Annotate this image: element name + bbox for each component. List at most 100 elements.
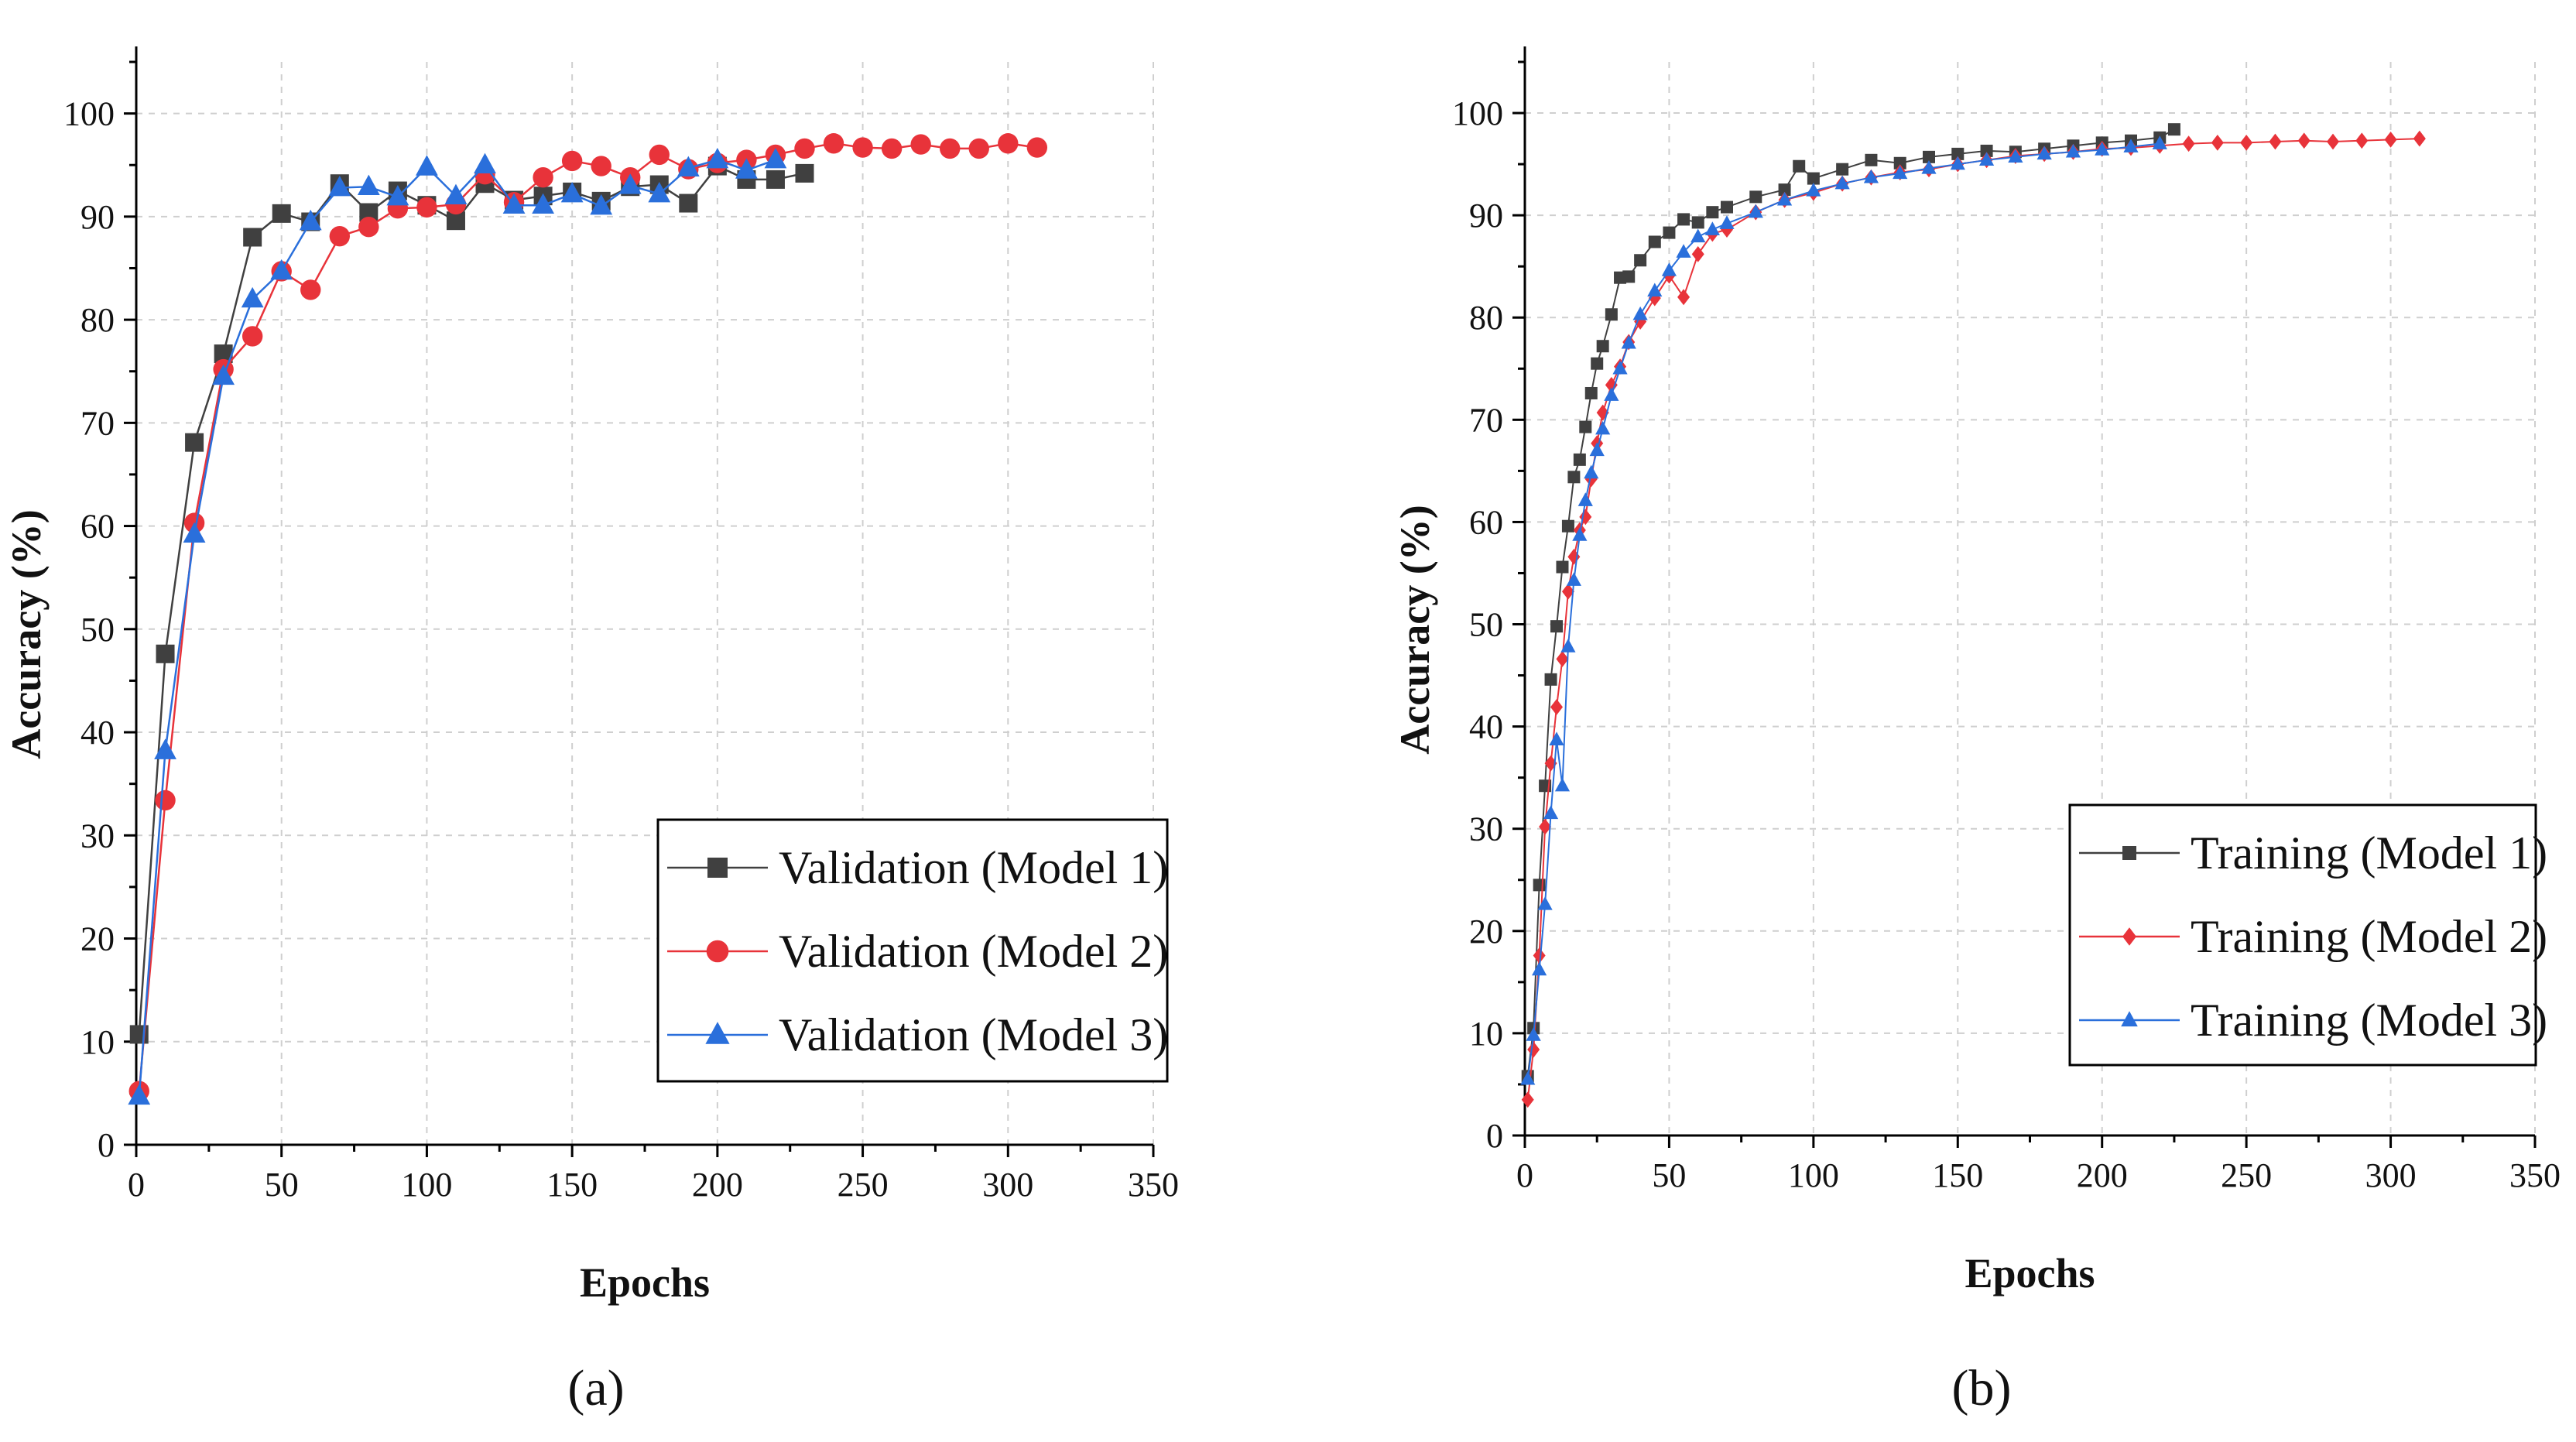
y-tick-label: 30 <box>80 817 115 855</box>
x-tick-label: 350 <box>1128 1166 1179 1204</box>
data-point <box>1544 673 1557 686</box>
legend-entry-label: Validation (Model 1) <box>779 842 1168 893</box>
y-tick-label: 50 <box>1469 606 1503 644</box>
y-tick-label: 90 <box>80 198 115 236</box>
data-point <box>1663 226 1676 239</box>
data-point <box>328 175 351 197</box>
data-point <box>185 433 204 452</box>
data-point <box>533 167 553 188</box>
data-point <box>532 193 554 214</box>
data-point <box>1834 175 1850 190</box>
data-point <box>446 211 465 231</box>
legend-entry-label: Validation (Model 2) <box>779 926 1168 977</box>
panel-b-training-chart: 0 50 100 150 200 250 300 350 0 10 20 30 40 50 60 70 80 90… <box>1392 46 2561 1296</box>
y-tick-label: 70 <box>80 404 115 442</box>
data-point <box>1554 777 1571 792</box>
data-point <box>1577 492 1593 506</box>
data-point <box>561 150 583 172</box>
x-tick-label: 100 <box>1788 1156 1839 1194</box>
data-point <box>735 158 758 179</box>
data-point <box>1556 560 1569 574</box>
y-tick-label: 10 <box>80 1023 115 1061</box>
data-point <box>1543 805 1559 820</box>
y-tick-label: 20 <box>80 920 115 958</box>
data-point <box>1521 1091 1534 1108</box>
y-tick-label: 10 <box>1469 1015 1503 1053</box>
data-point <box>881 138 903 159</box>
x-tick-label: 250 <box>838 1166 889 1204</box>
data-point <box>1677 213 1690 226</box>
data-point <box>1676 244 1691 258</box>
x-tick-label: 250 <box>2221 1156 2272 1194</box>
data-point <box>1537 896 1553 910</box>
data-point <box>474 152 496 174</box>
y-tick-label: 0 <box>98 1126 115 1164</box>
data-point <box>591 156 611 176</box>
data-point <box>1690 228 1706 243</box>
data-point <box>2297 132 2311 149</box>
data-point <box>1567 471 1581 484</box>
data-point <box>679 194 698 213</box>
data-point <box>2065 143 2081 158</box>
data-point <box>299 209 322 231</box>
data-point <box>1584 386 1598 399</box>
data-point <box>1951 147 1965 160</box>
data-point <box>2036 146 2052 160</box>
x-tick-label: 200 <box>2077 1156 2128 1194</box>
data-point <box>940 138 961 159</box>
y-tick-label: 40 <box>1469 708 1503 746</box>
data-point <box>1721 200 1733 214</box>
data-point <box>648 181 671 203</box>
data-point <box>649 144 670 166</box>
data-point <box>1520 1070 1536 1085</box>
data-point <box>156 644 175 663</box>
data-point <box>1532 961 1547 976</box>
data-point <box>1863 169 1879 183</box>
data-point <box>1605 308 1618 321</box>
panel-a-series-3 <box>128 147 787 1105</box>
legend-entry-label: Training (Model 3) <box>2191 995 2547 1046</box>
data-point <box>2211 134 2224 151</box>
data-point <box>212 364 235 385</box>
panel-a-validation-chart: 0 50 100 150 200 250 300 350 0 10 20 30 40 50 60 70 80 90… <box>3 46 1179 1306</box>
data-point <box>795 163 814 183</box>
data-point <box>1561 519 1574 533</box>
data-point <box>852 137 873 158</box>
data-point <box>155 790 176 811</box>
legend-swatch-marker <box>2121 1011 2138 1027</box>
data-point <box>706 147 729 169</box>
data-point <box>1980 144 1993 157</box>
data-point <box>416 197 437 218</box>
data-point <box>1533 947 1546 964</box>
data-point <box>2123 139 2139 152</box>
legend-swatch-marker <box>706 940 729 963</box>
panel-b-legend: Training (Model 1) Training (Model 2) Trai… <box>2068 803 2547 1067</box>
panel-b-x-axis-title: Epochs <box>1965 1250 2095 1296</box>
legend-swatch-marker <box>2122 846 2136 860</box>
data-point <box>1950 156 1965 170</box>
y-tick-label: 70 <box>1469 401 1503 439</box>
data-point <box>241 286 264 308</box>
data-point <box>1550 699 1564 715</box>
data-point <box>1026 137 1048 158</box>
data-point <box>1539 818 1552 835</box>
y-tick-label: 80 <box>80 301 115 339</box>
data-point <box>128 1084 151 1105</box>
data-point <box>1560 639 1576 652</box>
panel-a-x-axis-title: Epochs <box>580 1259 710 1306</box>
data-point <box>1533 879 1546 892</box>
data-point <box>1807 172 1820 185</box>
data-point <box>1634 254 1647 267</box>
data-point <box>1596 340 1609 353</box>
panel-b-y-axis-title: Accuracy (%) <box>1392 505 1438 754</box>
x-tick-label: 100 <box>401 1166 452 1204</box>
y-tick-label: 40 <box>80 714 115 752</box>
data-point <box>1923 150 1935 163</box>
panel-b-caption: (b) <box>1952 1360 2012 1416</box>
data-point <box>1749 190 1762 204</box>
data-point <box>1836 163 1849 176</box>
data-point <box>968 138 989 159</box>
data-point <box>1572 527 1588 541</box>
legend-swatch-marker <box>2122 927 2136 946</box>
